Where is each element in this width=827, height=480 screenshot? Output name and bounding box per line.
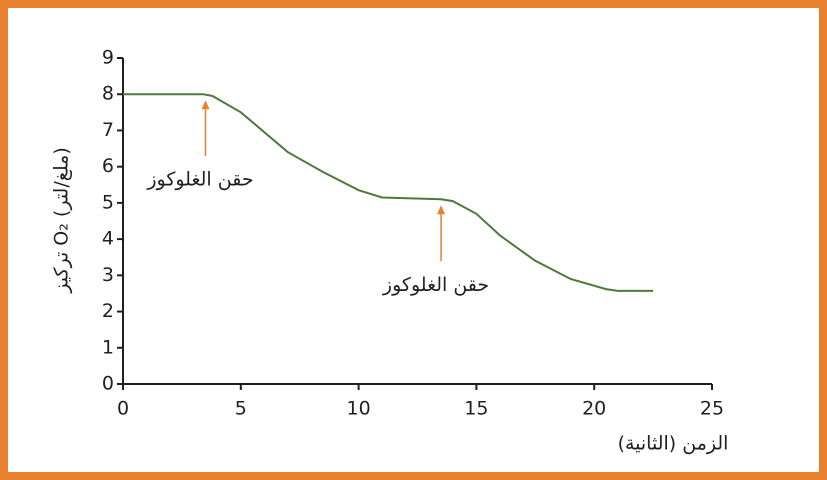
x-axis-label: الزمن (الثانية) — [618, 433, 729, 455]
y-tick-label: 6 — [102, 155, 114, 177]
y-axis-label: تركيز O₂ (ملغ/لتر) — [51, 147, 73, 294]
x-tick-label: 20 — [582, 398, 606, 420]
y-tick-label: 9 — [102, 47, 114, 69]
x-tick-label: 10 — [347, 398, 371, 420]
data-line — [123, 93, 654, 292]
chart: تركيز O₂ (ملغ/لتر) الزمن (الثانية) 0 1 2 3 4… — [51, 47, 729, 455]
x-tick-label: 0 — [117, 398, 129, 420]
annotation-arrowhead — [437, 205, 446, 215]
y-tick-label: 2 — [102, 300, 114, 322]
y-tick-label: 0 — [102, 373, 114, 395]
x-tick-label: 5 — [235, 398, 247, 420]
annotation-text: حقن الغلوكوز — [382, 274, 489, 296]
x-tick-label: 25 — [700, 398, 724, 420]
y-tick-label: 4 — [102, 228, 114, 250]
annotation-text: حقن الغلوكوز — [146, 169, 253, 191]
y-tick-label: 7 — [102, 119, 114, 141]
y-tick-label: 1 — [102, 336, 114, 358]
y-tick-label: 5 — [102, 191, 114, 213]
y-tick-label: 8 — [102, 83, 114, 105]
annotation-arrowhead — [201, 100, 210, 110]
y-tick-label: 3 — [102, 264, 114, 286]
x-tick-label: 15 — [464, 398, 488, 420]
